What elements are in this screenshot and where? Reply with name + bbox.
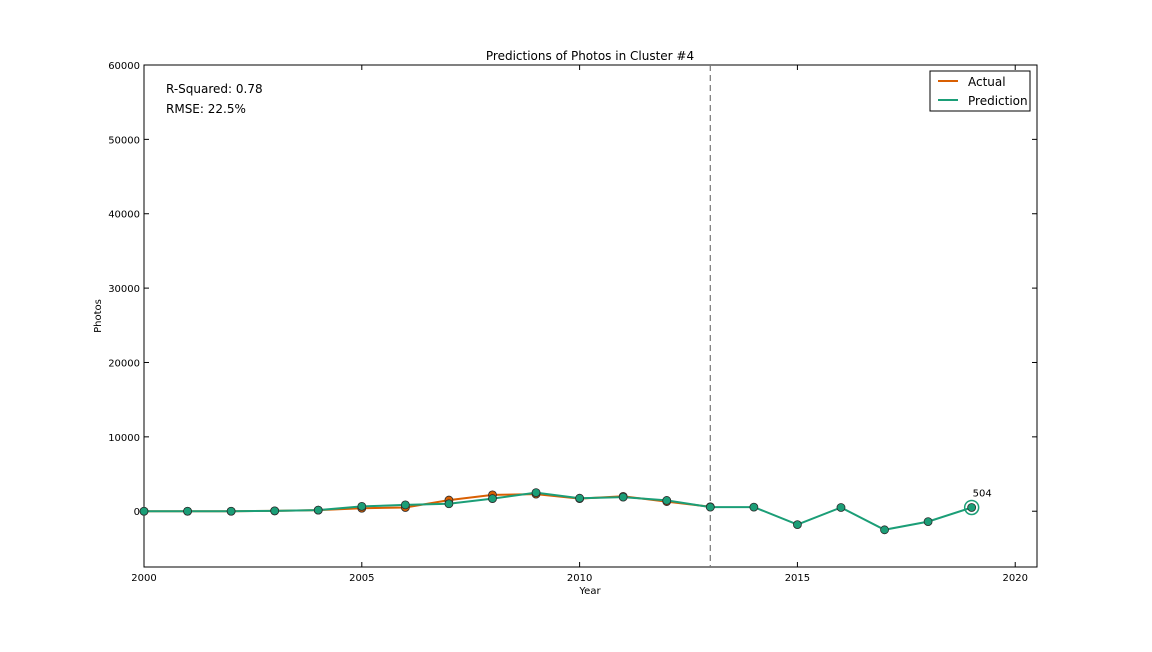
series-line-1 xyxy=(144,491,973,531)
series-point-1 xyxy=(618,492,628,502)
series-point-1 xyxy=(357,501,367,511)
series-point-1 xyxy=(575,493,585,503)
series-point-1 xyxy=(444,499,454,509)
series-point-1 xyxy=(880,525,889,535)
series-point-1 xyxy=(183,506,192,516)
x-tick-label: 2015 xyxy=(785,573,810,584)
x-axis-label: Year xyxy=(578,586,601,597)
series-point-1 xyxy=(793,520,802,530)
series-point-1 xyxy=(836,503,846,512)
r-squared-label: R-Squared: 0.78 xyxy=(166,82,263,96)
series-point-1 xyxy=(226,506,236,516)
chart-marks: 504 xyxy=(139,65,992,567)
y-tick-label: 10000 xyxy=(108,433,140,444)
x-tick-label: 2000 xyxy=(131,573,156,584)
legend-box xyxy=(929,70,1031,112)
series-point-1 xyxy=(400,500,410,510)
series-point-1 xyxy=(270,506,280,516)
series-point-1 xyxy=(705,502,715,512)
legend-actual-label: Actual xyxy=(968,75,1006,89)
series-point-1 xyxy=(923,517,933,527)
series-point-1 xyxy=(967,503,977,512)
y-tick-label: 20000 xyxy=(108,358,140,369)
y-tick-label: 0 xyxy=(134,507,140,518)
rmse-label: RMSE: 22.5% xyxy=(166,102,246,116)
series-point-1 xyxy=(749,502,759,512)
annotation-ring xyxy=(963,499,980,516)
y-tick-label: 40000 xyxy=(108,210,140,221)
series-point-1 xyxy=(488,494,497,503)
x-tick-label: 2005 xyxy=(349,573,374,584)
y-axis-label: Photos xyxy=(93,299,104,333)
y-tick-label: 50000 xyxy=(108,135,140,146)
chart-title: Predictions of Photos in Cluster #4 xyxy=(486,49,694,63)
plot-area xyxy=(143,64,1038,568)
annotation-label: 504 xyxy=(973,488,992,499)
legend: Actual Prediction xyxy=(929,70,1031,112)
series-point-1 xyxy=(662,496,672,505)
legend-prediction-label: Prediction xyxy=(968,94,1028,108)
series-point-1 xyxy=(531,488,541,498)
x-tick-label: 2020 xyxy=(1002,573,1027,584)
series-point-1 xyxy=(139,506,149,516)
x-tick-label: 2010 xyxy=(567,573,592,584)
y-tick-label: 60000 xyxy=(108,61,140,72)
series-point-1 xyxy=(313,505,323,515)
y-tick-label: 30000 xyxy=(108,284,140,295)
